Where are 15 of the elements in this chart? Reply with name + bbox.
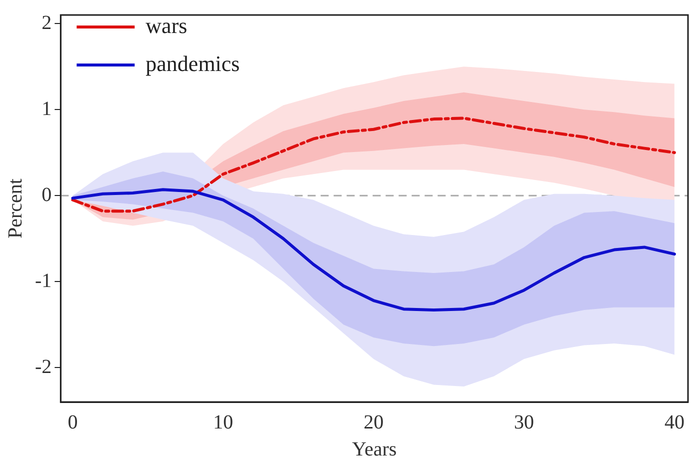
- legend-label: pandemics: [146, 50, 240, 76]
- legend-label: wars: [146, 12, 188, 38]
- x-tick-label: 30: [514, 411, 534, 434]
- x-tick-label: 40: [664, 411, 684, 434]
- x-axis-title: Years: [352, 438, 397, 460]
- x-tick-label: 0: [68, 411, 78, 434]
- y-tick-label: 2: [42, 12, 52, 34]
- y-tick-label: 0: [42, 184, 52, 206]
- line-series: [71, 116, 676, 213]
- y-tick-label: -2: [34, 356, 52, 378]
- y-tick-label: -1: [34, 270, 52, 292]
- x-tick-label: 10: [213, 411, 234, 434]
- y-tick-label: 1: [42, 98, 52, 120]
- x-tick-label: 20: [364, 411, 384, 434]
- y-axis-title: Percent: [4, 178, 26, 238]
